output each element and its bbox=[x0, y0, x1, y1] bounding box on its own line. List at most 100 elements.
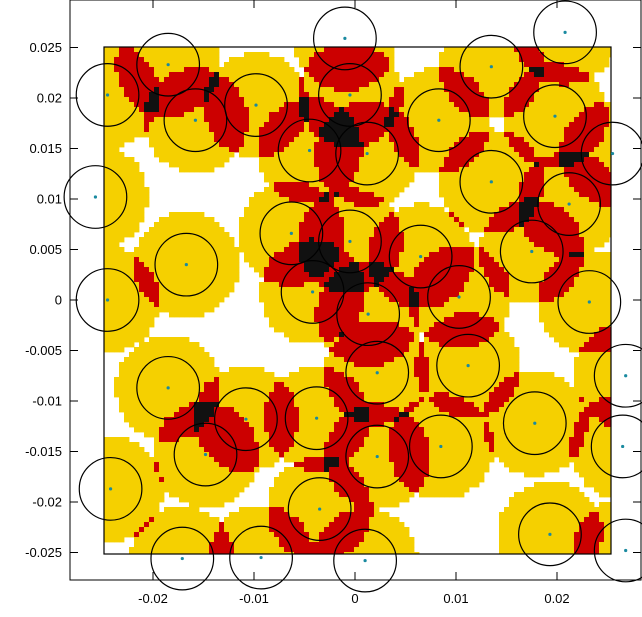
coverage-cell bbox=[174, 262, 180, 268]
coverage-cell bbox=[159, 82, 165, 88]
coverage-cell bbox=[119, 302, 125, 308]
coverage-cell bbox=[469, 217, 475, 223]
coverage-cell bbox=[604, 252, 610, 258]
coverage-cell bbox=[589, 97, 595, 103]
coverage-cell bbox=[504, 192, 510, 198]
coverage-cell bbox=[529, 72, 535, 78]
coverage-cell bbox=[384, 57, 390, 63]
coverage-cell bbox=[499, 302, 505, 308]
coverage-cell bbox=[319, 87, 325, 93]
coverage-cell bbox=[284, 132, 290, 138]
coverage-cell bbox=[114, 207, 120, 213]
coverage-cell bbox=[159, 87, 165, 93]
coverage-cell bbox=[229, 67, 235, 73]
coverage-cell bbox=[314, 307, 320, 313]
coverage-cell bbox=[579, 302, 585, 308]
coverage-cell bbox=[389, 277, 395, 283]
coverage-cell bbox=[599, 147, 605, 153]
coverage-cell bbox=[314, 302, 320, 308]
coverage-cell bbox=[444, 127, 450, 133]
coverage-cell bbox=[499, 167, 505, 173]
coverage-cell bbox=[304, 272, 310, 278]
coverage-cell bbox=[109, 302, 115, 308]
coverage-cell bbox=[519, 292, 525, 298]
coverage-cell bbox=[389, 82, 395, 88]
coverage-cell bbox=[574, 112, 580, 118]
coverage-cell bbox=[354, 232, 360, 238]
coverage-cell bbox=[589, 307, 595, 313]
coverage-cell bbox=[114, 72, 120, 78]
coverage-cell bbox=[384, 52, 390, 58]
coverage-cell bbox=[384, 217, 390, 223]
coverage-cell bbox=[319, 207, 325, 213]
coverage-cell bbox=[364, 177, 370, 183]
coverage-cell bbox=[589, 287, 595, 293]
coverage-cell bbox=[504, 127, 510, 133]
coverage-cell bbox=[184, 77, 190, 83]
coverage-cell bbox=[209, 237, 215, 243]
coverage-cell bbox=[289, 167, 295, 173]
coverage-cell bbox=[569, 47, 575, 53]
coverage-cell bbox=[599, 172, 605, 178]
coverage-cell bbox=[364, 207, 370, 213]
coverage-cell bbox=[509, 97, 515, 103]
coverage-cell bbox=[334, 232, 340, 238]
coverage-cell bbox=[329, 102, 335, 108]
coverage-cell bbox=[429, 102, 435, 108]
coverage-cell bbox=[119, 202, 125, 208]
coverage-cell bbox=[194, 112, 200, 118]
coverage-cell bbox=[389, 157, 395, 163]
coverage-cell bbox=[474, 67, 480, 73]
coverage-cell bbox=[539, 67, 545, 73]
coverage-cell bbox=[489, 127, 495, 133]
coverage-cell bbox=[394, 252, 400, 258]
coverage-cell bbox=[459, 192, 465, 198]
coverage-cell bbox=[389, 222, 395, 228]
coverage-cell bbox=[214, 92, 220, 98]
coverage-cell bbox=[389, 72, 395, 78]
coverage-cell bbox=[299, 152, 305, 158]
coverage-cell bbox=[309, 242, 315, 248]
coverage-cell bbox=[344, 157, 350, 163]
coverage-cell bbox=[299, 112, 305, 118]
coverage-cell bbox=[419, 307, 425, 313]
coverage-cell bbox=[109, 62, 115, 68]
coverage-cell bbox=[129, 267, 135, 273]
coverage-cell bbox=[489, 107, 495, 113]
coverage-cell bbox=[339, 162, 345, 168]
coverage-cell bbox=[414, 217, 420, 223]
coverage-cell bbox=[554, 192, 560, 198]
coverage-cell bbox=[109, 72, 115, 78]
coverage-cell bbox=[484, 162, 490, 168]
coverage-cell bbox=[239, 137, 245, 143]
coverage-cell bbox=[309, 67, 315, 73]
coverage-cell bbox=[309, 147, 315, 153]
coverage-cell bbox=[384, 297, 390, 303]
coverage-cell bbox=[269, 212, 275, 218]
coverage-cell bbox=[499, 272, 505, 278]
coverage-cell bbox=[509, 137, 515, 143]
coverage-cell bbox=[579, 222, 585, 228]
coverage-cell bbox=[359, 297, 365, 303]
coverage-cell bbox=[474, 222, 480, 228]
coverage-cell bbox=[604, 307, 610, 313]
coverage-cell bbox=[479, 182, 485, 188]
coverage-cell bbox=[449, 167, 455, 173]
coverage-cell bbox=[424, 127, 430, 133]
coverage-cell bbox=[474, 157, 480, 163]
coverage-cell bbox=[429, 112, 435, 118]
coverage-cell bbox=[474, 182, 480, 188]
coverage-cell bbox=[279, 57, 285, 63]
coverage-cell bbox=[109, 312, 115, 318]
coverage-cell bbox=[219, 157, 225, 163]
coverage-cell bbox=[334, 62, 340, 68]
coverage-cell bbox=[309, 112, 315, 118]
coverage-cell bbox=[359, 197, 365, 203]
coverage-cell bbox=[279, 172, 285, 178]
coverage-cell bbox=[469, 212, 475, 218]
coverage-cell bbox=[499, 97, 505, 103]
coverage-cell bbox=[559, 87, 565, 93]
coverage-cell bbox=[359, 72, 365, 78]
coverage-cell bbox=[574, 82, 580, 88]
coverage-cell bbox=[489, 267, 495, 273]
